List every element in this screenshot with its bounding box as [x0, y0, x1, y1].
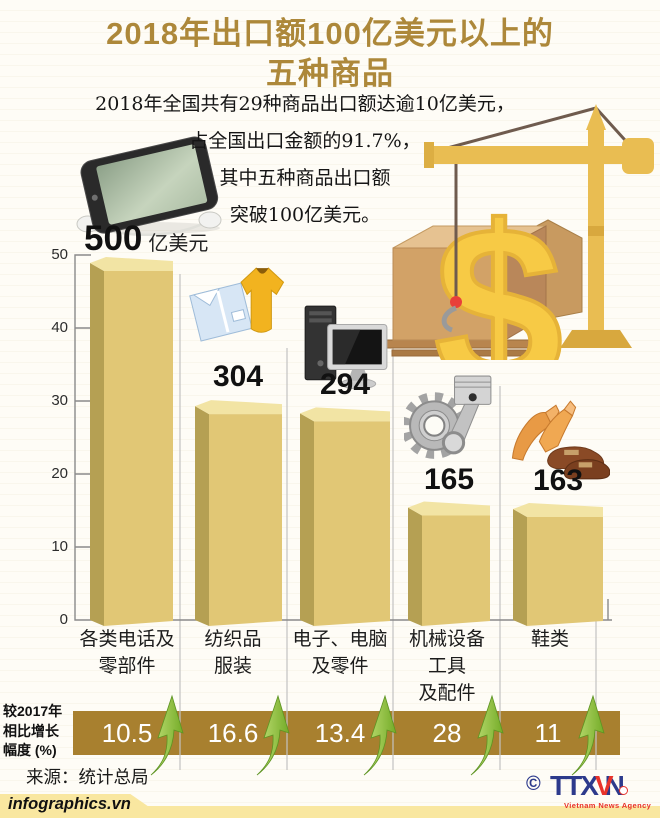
intro-line: 占全国出口金额的91.7%， — [189, 130, 421, 152]
bar-value: 304 — [212, 360, 264, 393]
growth-value: 10.5 — [101, 718, 153, 748]
y-tick: 20 — [51, 465, 68, 482]
category-label: 各类电话及 零部件 — [79, 628, 175, 677]
intro-line: 突破100亿美元。 — [229, 204, 381, 226]
bar-value: 500 — [84, 219, 143, 258]
machinery-icon — [404, 375, 492, 459]
page-title-line1: 2018年出口额100亿美元以上的 — [106, 16, 554, 51]
growth-arrow-icon — [256, 694, 290, 776]
intro-line: 其中五种商品出口额 — [219, 167, 391, 189]
ttxvn-logo: © TTXVN Vietnam News Agency — [524, 770, 658, 814]
bar-value: 294 — [319, 368, 371, 401]
footer-strip — [0, 806, 660, 818]
apparel-icon — [189, 267, 285, 342]
growth-value: 13.4 — [314, 718, 366, 748]
category-label: 电子、电脑 及零件 — [292, 628, 388, 677]
y-tick: 0 — [59, 611, 68, 628]
intro-line: 2018年全国共有29种商品出口额达逾10亿美元， — [95, 93, 515, 115]
growth-value: 28 — [432, 718, 462, 748]
category-label: 纺织品 服装 — [204, 628, 262, 677]
phone-icon — [76, 136, 222, 236]
y-tick: 40 — [51, 319, 68, 336]
source-note: 来源：统计总局 — [26, 768, 149, 788]
growth-arrow-icon — [363, 694, 397, 776]
website-link[interactable]: infographics.vn — [8, 795, 131, 813]
y-tick: 30 — [51, 392, 68, 409]
growth-value: 11 — [534, 718, 562, 748]
category-label: 机械设备 工具 及配件 — [408, 628, 485, 704]
bar-value-500: 500 亿美元 — [84, 219, 208, 259]
intro-paragraph: 2018年全国共有29种商品出口额达逾10亿美元， 占全国出口金额的91.7%，… — [65, 86, 545, 234]
growth-arrow-icon — [150, 694, 184, 776]
globe-icon — [619, 786, 628, 795]
bar-value: 163 — [532, 464, 584, 497]
growth-arrow-icon — [571, 694, 605, 776]
growth-row-label: 较2017年 相比增长 幅度 (%) — [3, 703, 63, 758]
growth-arrow-icon — [470, 694, 504, 776]
category-label: 鞋类 — [530, 628, 569, 650]
unit-label: 亿美元 — [148, 233, 209, 255]
copyright-symbol: © — [526, 773, 541, 795]
bar-value: 165 — [423, 463, 475, 496]
page-title-line2: 五种商品 — [266, 56, 394, 91]
growth-value: 16.6 — [207, 718, 259, 748]
y-tick: 10 — [51, 538, 68, 555]
logo-subtitle: Vietnam News Agency — [564, 801, 652, 810]
y-tick: 50 — [51, 246, 68, 263]
